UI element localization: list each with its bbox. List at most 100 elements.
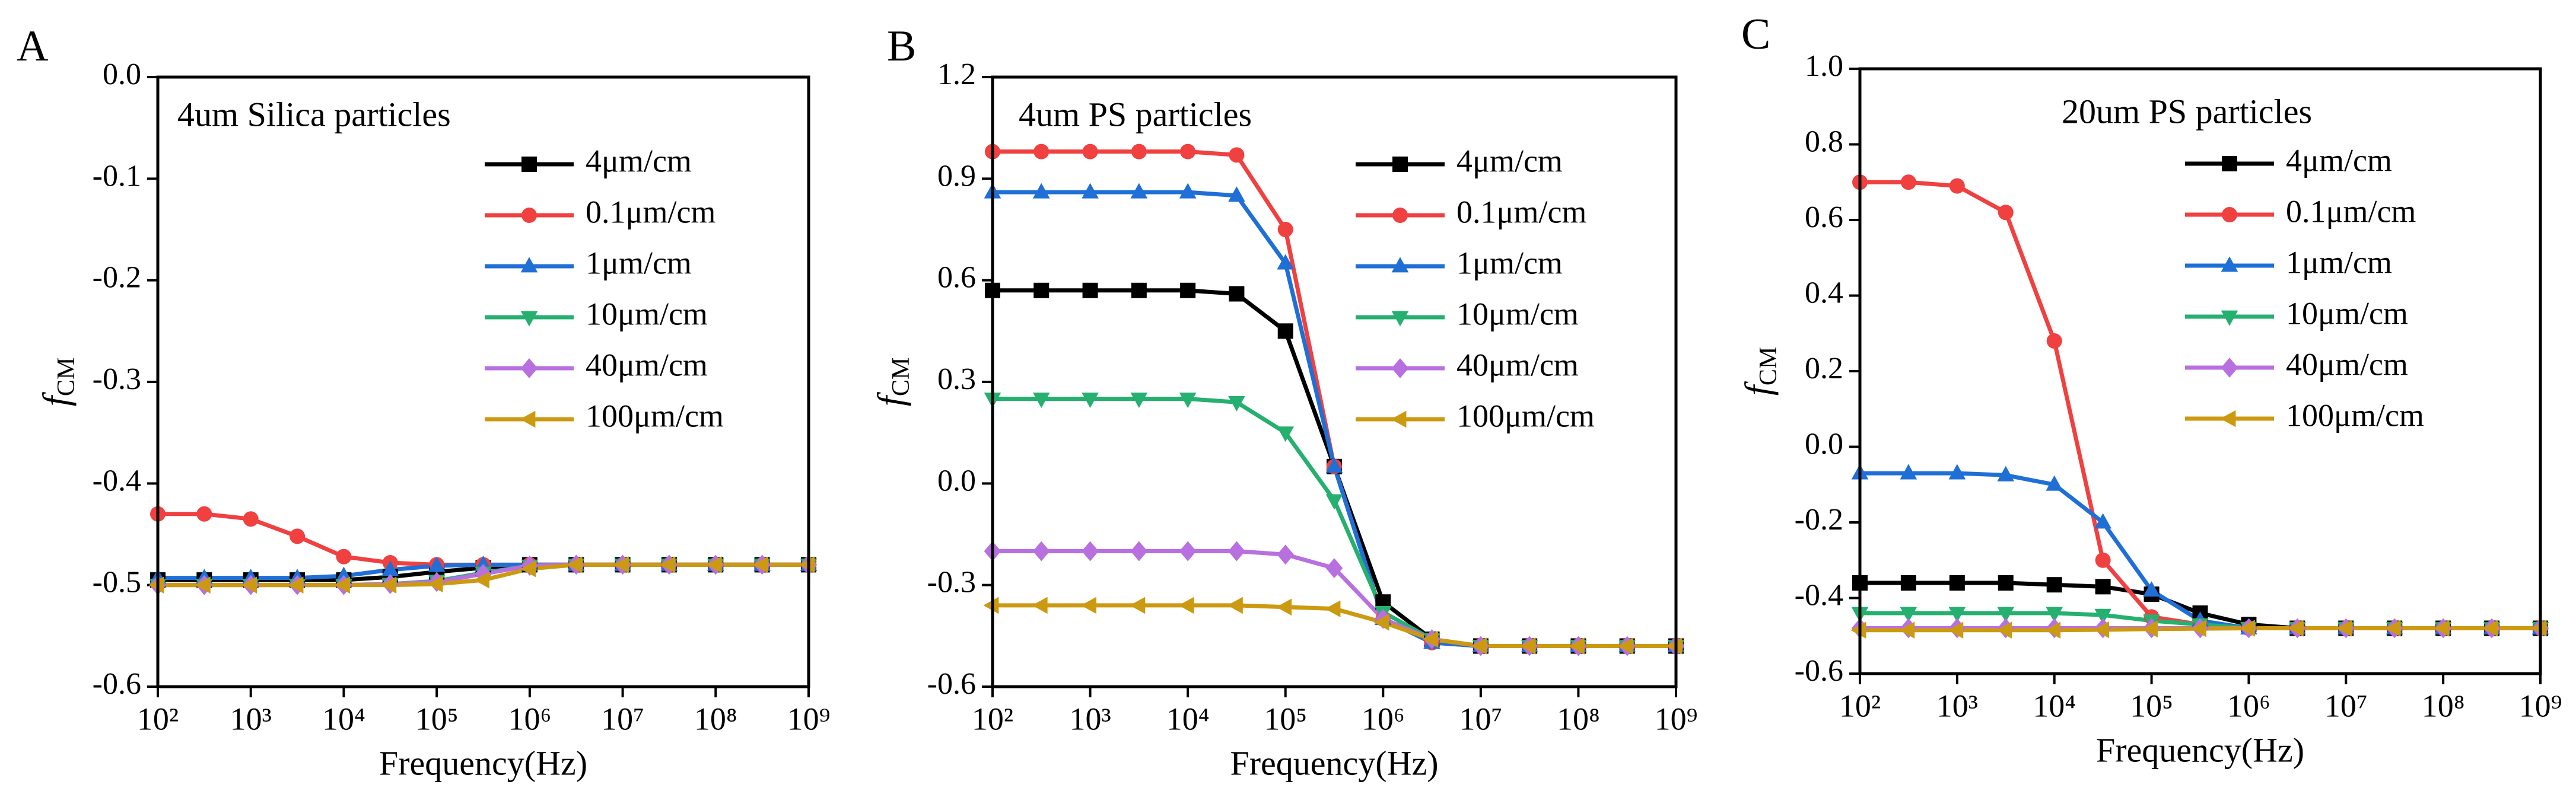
marker (2095, 579, 2111, 595)
marker (2095, 552, 2111, 568)
legend-label: 100μm/cm (2286, 397, 2424, 433)
marker (1130, 597, 1146, 614)
x-tick-label: 10⁶ (2227, 688, 2270, 723)
marker (1520, 637, 1536, 655)
marker (1948, 621, 1964, 639)
legend-label: 4μm/cm (1456, 143, 1563, 178)
legend-label: 10μm/cm (2286, 295, 2408, 331)
y-label-sub: CM (1755, 347, 1782, 385)
marker (1276, 598, 1292, 616)
y-label-sub: CM (888, 358, 915, 396)
annotation: 20um PS particles (2062, 92, 2312, 130)
legend-marker (520, 410, 536, 428)
marker (1850, 621, 1866, 639)
marker (2046, 333, 2062, 349)
marker (2094, 513, 2111, 529)
marker (1997, 607, 2015, 623)
legend-marker (520, 311, 538, 327)
marker (2046, 577, 2062, 593)
marker (1325, 494, 1343, 510)
annotation: 4um Silica particles (177, 95, 451, 133)
y-tick-label: 0.2 (1805, 352, 1843, 385)
plot-frame (1858, 67, 2542, 675)
marker (2143, 581, 2160, 597)
marker (1949, 178, 1965, 194)
marker (1032, 541, 1050, 562)
marker (2288, 620, 2304, 637)
legend-label: 0.1μm/cm (2286, 193, 2416, 229)
marker (2385, 620, 2401, 637)
marker (1900, 174, 1916, 190)
x-tick-label: 10⁹ (2519, 688, 2562, 723)
y-tick-label: 0.8 (1805, 125, 1843, 158)
marker (1948, 464, 1966, 480)
marker (1471, 637, 1487, 655)
y-tick-label: -0.6 (1795, 654, 1843, 688)
marker (1131, 282, 1147, 298)
marker (1130, 393, 1148, 409)
legend-label: 40μm/cm (1456, 347, 1579, 382)
marker (1229, 286, 1245, 302)
x-tick-label: 10² (1839, 688, 1881, 723)
marker (195, 576, 211, 594)
marker (1228, 186, 1245, 202)
x-tick-label: 10⁹ (1655, 701, 1698, 736)
series-line (1860, 471, 2540, 630)
marker (1277, 254, 1295, 270)
marker (613, 556, 629, 573)
marker (567, 556, 583, 573)
marker (1180, 143, 1196, 160)
marker (1227, 597, 1243, 614)
marker (1325, 558, 1343, 579)
legend-label: 10μm/cm (586, 296, 708, 331)
panel-label: A (17, 22, 48, 71)
x-tick-label: 10⁷ (1459, 701, 1502, 736)
legend-marker (520, 358, 538, 378)
legend-label: 1μm/cm (1456, 245, 1563, 280)
y-tick-label: -0.3 (93, 362, 141, 396)
marker (334, 576, 350, 594)
marker (1277, 323, 1293, 339)
x-tick-label: 10² (972, 701, 1013, 736)
x-tick-label: 10³ (1936, 688, 1978, 723)
marker (1998, 205, 2014, 221)
marker (660, 556, 676, 573)
legend-marker (1391, 257, 1409, 273)
marker (2190, 620, 2206, 637)
legend-marker (2221, 310, 2238, 326)
marker (2094, 608, 2111, 624)
marker (1033, 143, 1050, 160)
x-tick-label: 10⁴ (1166, 701, 1210, 736)
marker (1997, 465, 2015, 481)
marker (1082, 393, 1099, 409)
marker (427, 575, 443, 593)
marker (1277, 426, 1295, 442)
marker (290, 528, 306, 544)
annotation: 4um PS particles (1019, 95, 1252, 133)
x-tick-label: 10⁹ (787, 701, 831, 736)
legend-label: 100μm/cm (586, 398, 724, 433)
marker (2434, 620, 2450, 637)
marker (1179, 393, 1197, 409)
x-tick-label: 10⁵ (2130, 688, 2173, 723)
marker (1667, 637, 1683, 655)
x-axis-label: Frequency(Hz) (2096, 731, 2304, 769)
y-tick-label: -0.6 (93, 667, 141, 701)
marker (1899, 621, 1915, 639)
plot-frame (156, 75, 810, 688)
y-tick-label: -0.2 (93, 261, 141, 295)
marker (381, 560, 399, 576)
marker (1180, 282, 1196, 298)
y-tick-label: -0.2 (1795, 503, 1843, 537)
marker (336, 548, 352, 565)
marker (1900, 575, 1916, 591)
x-tick-label: 10⁴ (2033, 688, 2076, 723)
panel-label: B (887, 22, 916, 71)
marker (2094, 621, 2110, 639)
marker (1032, 393, 1050, 409)
legend-label: 0.1μm/cm (586, 194, 715, 229)
marker (148, 576, 164, 594)
